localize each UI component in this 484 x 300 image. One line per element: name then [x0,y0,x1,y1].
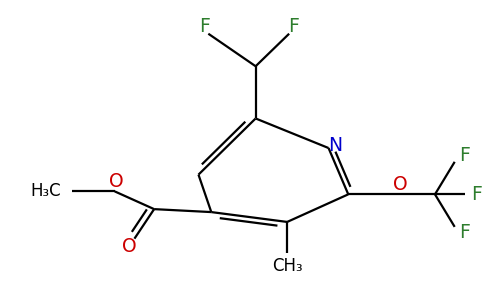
Text: O: O [393,175,408,194]
Text: F: F [460,146,470,165]
Text: F: F [199,17,210,36]
Text: F: F [287,17,299,36]
Text: CH₃: CH₃ [272,257,302,275]
Text: F: F [471,185,483,204]
Text: F: F [460,223,470,242]
Text: O: O [109,172,124,191]
Text: H₃C: H₃C [30,182,60,200]
Text: N: N [328,136,343,154]
Text: O: O [122,237,137,256]
